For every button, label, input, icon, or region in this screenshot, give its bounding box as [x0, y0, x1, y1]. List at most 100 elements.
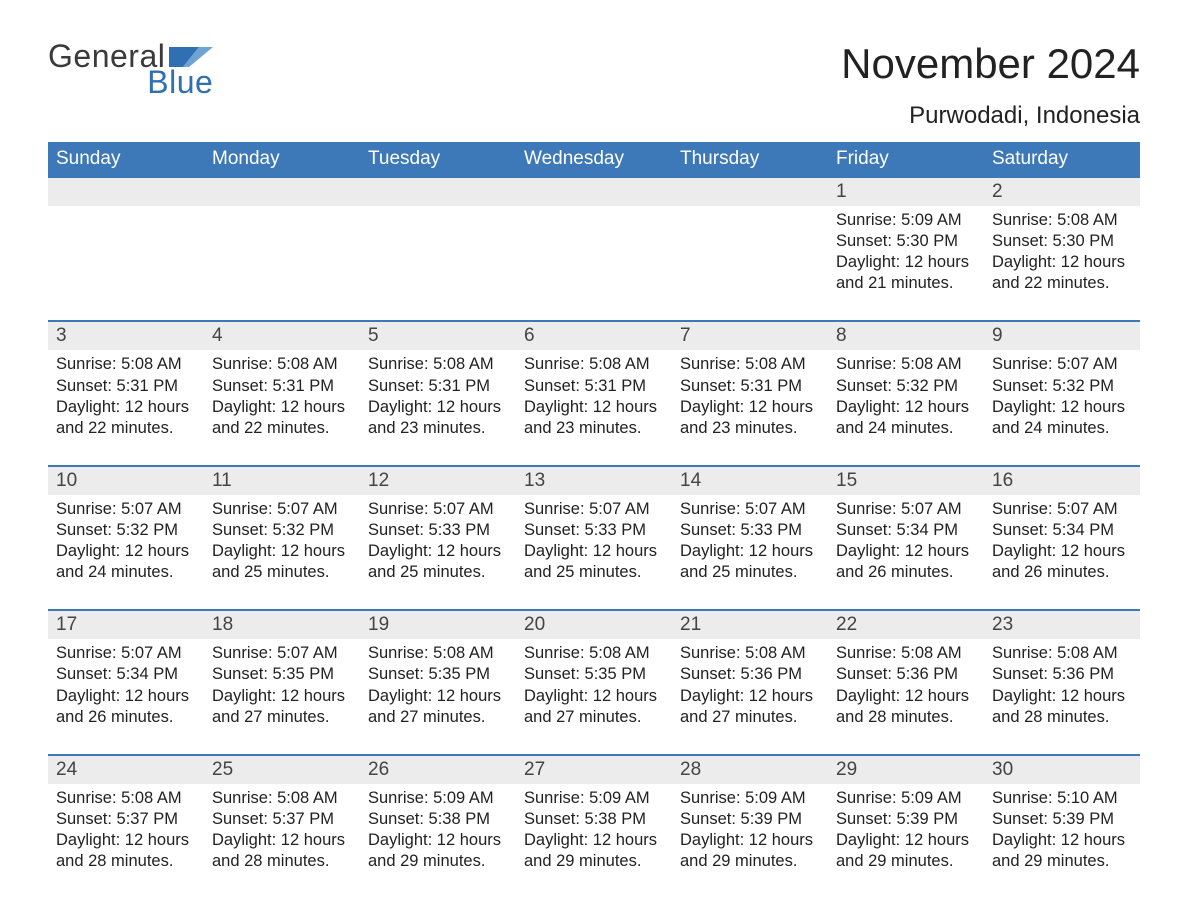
day-cell: Sunrise: 5:08 AMSunset: 5:31 PMDaylight:…	[204, 350, 360, 446]
sunrise-text: Sunrise: 5:08 AM	[56, 788, 196, 809]
day-number: 27	[516, 756, 672, 784]
calendar-week: 12Sunrise: 5:09 AMSunset: 5:30 PMDayligh…	[48, 176, 1140, 302]
daylight-text: Daylight: 12 hours and 29 minutes.	[524, 830, 664, 872]
day-cell	[672, 206, 828, 302]
sunset-text: Sunset: 5:33 PM	[368, 520, 508, 541]
sunrise-text: Sunrise: 5:09 AM	[836, 210, 976, 231]
day-cell	[516, 206, 672, 302]
daylight-text: Daylight: 12 hours and 27 minutes.	[368, 686, 508, 728]
sunset-text: Sunset: 5:34 PM	[836, 520, 976, 541]
day-cell: Sunrise: 5:08 AMSunset: 5:31 PMDaylight:…	[672, 350, 828, 446]
daylight-text: Daylight: 12 hours and 25 minutes.	[680, 541, 820, 583]
title-block: November 2024 Purwodadi, Indonesia	[841, 40, 1140, 130]
day-cell	[360, 206, 516, 302]
day-cell: Sunrise: 5:09 AMSunset: 5:30 PMDaylight:…	[828, 206, 984, 302]
day-cell: Sunrise: 5:08 AMSunset: 5:37 PMDaylight:…	[48, 784, 204, 880]
page-title: November 2024	[841, 40, 1140, 88]
daylight-text: Daylight: 12 hours and 27 minutes.	[524, 686, 664, 728]
day-number: 30	[984, 756, 1140, 784]
day-number: 15	[828, 467, 984, 495]
sunrise-text: Sunrise: 5:08 AM	[368, 354, 508, 375]
sunrise-text: Sunrise: 5:08 AM	[680, 643, 820, 664]
sunrise-text: Sunrise: 5:08 AM	[992, 643, 1132, 664]
sunset-text: Sunset: 5:32 PM	[992, 376, 1132, 397]
day-cell: Sunrise: 5:08 AMSunset: 5:36 PMDaylight:…	[984, 639, 1140, 735]
sunset-text: Sunset: 5:36 PM	[680, 664, 820, 685]
calendar-week: 3456789Sunrise: 5:08 AMSunset: 5:31 PMDa…	[48, 320, 1140, 446]
sunrise-text: Sunrise: 5:07 AM	[524, 499, 664, 520]
day-cell: Sunrise: 5:07 AMSunset: 5:33 PMDaylight:…	[360, 495, 516, 591]
day-number: 19	[360, 611, 516, 639]
sunset-text: Sunset: 5:38 PM	[524, 809, 664, 830]
day-cell: Sunrise: 5:07 AMSunset: 5:32 PMDaylight:…	[204, 495, 360, 591]
sunrise-text: Sunrise: 5:08 AM	[212, 788, 352, 809]
day-cell: Sunrise: 5:07 AMSunset: 5:34 PMDaylight:…	[828, 495, 984, 591]
day-cell: Sunrise: 5:09 AMSunset: 5:39 PMDaylight:…	[672, 784, 828, 880]
day-cell: Sunrise: 5:08 AMSunset: 5:37 PMDaylight:…	[204, 784, 360, 880]
day-cell: Sunrise: 5:10 AMSunset: 5:39 PMDaylight:…	[984, 784, 1140, 880]
daylight-text: Daylight: 12 hours and 29 minutes.	[368, 830, 508, 872]
day-cell: Sunrise: 5:08 AMSunset: 5:31 PMDaylight:…	[516, 350, 672, 446]
weekday-header: Wednesday	[516, 142, 672, 176]
brand-logo: General Blue	[48, 40, 213, 98]
day-number: 7	[672, 322, 828, 350]
day-cell: Sunrise: 5:09 AMSunset: 5:39 PMDaylight:…	[828, 784, 984, 880]
daylight-text: Daylight: 12 hours and 28 minutes.	[992, 686, 1132, 728]
sunset-text: Sunset: 5:35 PM	[524, 664, 664, 685]
sunrise-text: Sunrise: 5:08 AM	[368, 643, 508, 664]
day-number-row: 10111213141516	[48, 467, 1140, 495]
sunrise-text: Sunrise: 5:07 AM	[212, 499, 352, 520]
sunset-text: Sunset: 5:39 PM	[836, 809, 976, 830]
day-cell: Sunrise: 5:08 AMSunset: 5:31 PMDaylight:…	[48, 350, 204, 446]
sunset-text: Sunset: 5:36 PM	[992, 664, 1132, 685]
daylight-text: Daylight: 12 hours and 28 minutes.	[212, 830, 352, 872]
day-number: 9	[984, 322, 1140, 350]
weekday-header: Friday	[828, 142, 984, 176]
day-cell: Sunrise: 5:08 AMSunset: 5:30 PMDaylight:…	[984, 206, 1140, 302]
day-number: 24	[48, 756, 204, 784]
daylight-text: Daylight: 12 hours and 28 minutes.	[836, 686, 976, 728]
sunset-text: Sunset: 5:31 PM	[212, 376, 352, 397]
day-number-row: 24252627282930	[48, 756, 1140, 784]
day-number: 23	[984, 611, 1140, 639]
weekday-header: Thursday	[672, 142, 828, 176]
day-number: 8	[828, 322, 984, 350]
day-number: 5	[360, 322, 516, 350]
day-cell: Sunrise: 5:07 AMSunset: 5:32 PMDaylight:…	[48, 495, 204, 591]
sunrise-text: Sunrise: 5:10 AM	[992, 788, 1132, 809]
daylight-text: Daylight: 12 hours and 26 minutes.	[992, 541, 1132, 583]
header: General Blue November 2024 Purwodadi, In…	[48, 40, 1140, 130]
day-number: 11	[204, 467, 360, 495]
daylight-text: Daylight: 12 hours and 22 minutes.	[992, 252, 1132, 294]
sunset-text: Sunset: 5:31 PM	[368, 376, 508, 397]
sunset-text: Sunset: 5:37 PM	[212, 809, 352, 830]
weekday-header: Monday	[204, 142, 360, 176]
day-cell: Sunrise: 5:07 AMSunset: 5:33 PMDaylight:…	[672, 495, 828, 591]
daylight-text: Daylight: 12 hours and 24 minutes.	[992, 397, 1132, 439]
day-cell: Sunrise: 5:08 AMSunset: 5:31 PMDaylight:…	[360, 350, 516, 446]
day-number: 16	[984, 467, 1140, 495]
sunrise-text: Sunrise: 5:09 AM	[836, 788, 976, 809]
daylight-text: Daylight: 12 hours and 24 minutes.	[56, 541, 196, 583]
sunrise-text: Sunrise: 5:09 AM	[680, 788, 820, 809]
weekday-header: Saturday	[984, 142, 1140, 176]
day-cell: Sunrise: 5:09 AMSunset: 5:38 PMDaylight:…	[516, 784, 672, 880]
sunset-text: Sunset: 5:31 PM	[56, 376, 196, 397]
sunrise-text: Sunrise: 5:08 AM	[680, 354, 820, 375]
sunset-text: Sunset: 5:35 PM	[212, 664, 352, 685]
day-cell: Sunrise: 5:08 AMSunset: 5:36 PMDaylight:…	[672, 639, 828, 735]
calendar-week: 10111213141516Sunrise: 5:07 AMSunset: 5:…	[48, 465, 1140, 591]
day-cell: Sunrise: 5:08 AMSunset: 5:36 PMDaylight:…	[828, 639, 984, 735]
calendar: SundayMondayTuesdayWednesdayThursdayFrid…	[48, 142, 1140, 880]
sunset-text: Sunset: 5:32 PM	[56, 520, 196, 541]
day-cell: Sunrise: 5:07 AMSunset: 5:34 PMDaylight:…	[984, 495, 1140, 591]
day-number: 21	[672, 611, 828, 639]
sunrise-text: Sunrise: 5:07 AM	[992, 499, 1132, 520]
day-cell: Sunrise: 5:08 AMSunset: 5:35 PMDaylight:…	[360, 639, 516, 735]
day-cell	[204, 206, 360, 302]
weekday-header: Tuesday	[360, 142, 516, 176]
sunrise-text: Sunrise: 5:09 AM	[524, 788, 664, 809]
day-number: 20	[516, 611, 672, 639]
sunrise-text: Sunrise: 5:08 AM	[524, 643, 664, 664]
day-number: 29	[828, 756, 984, 784]
